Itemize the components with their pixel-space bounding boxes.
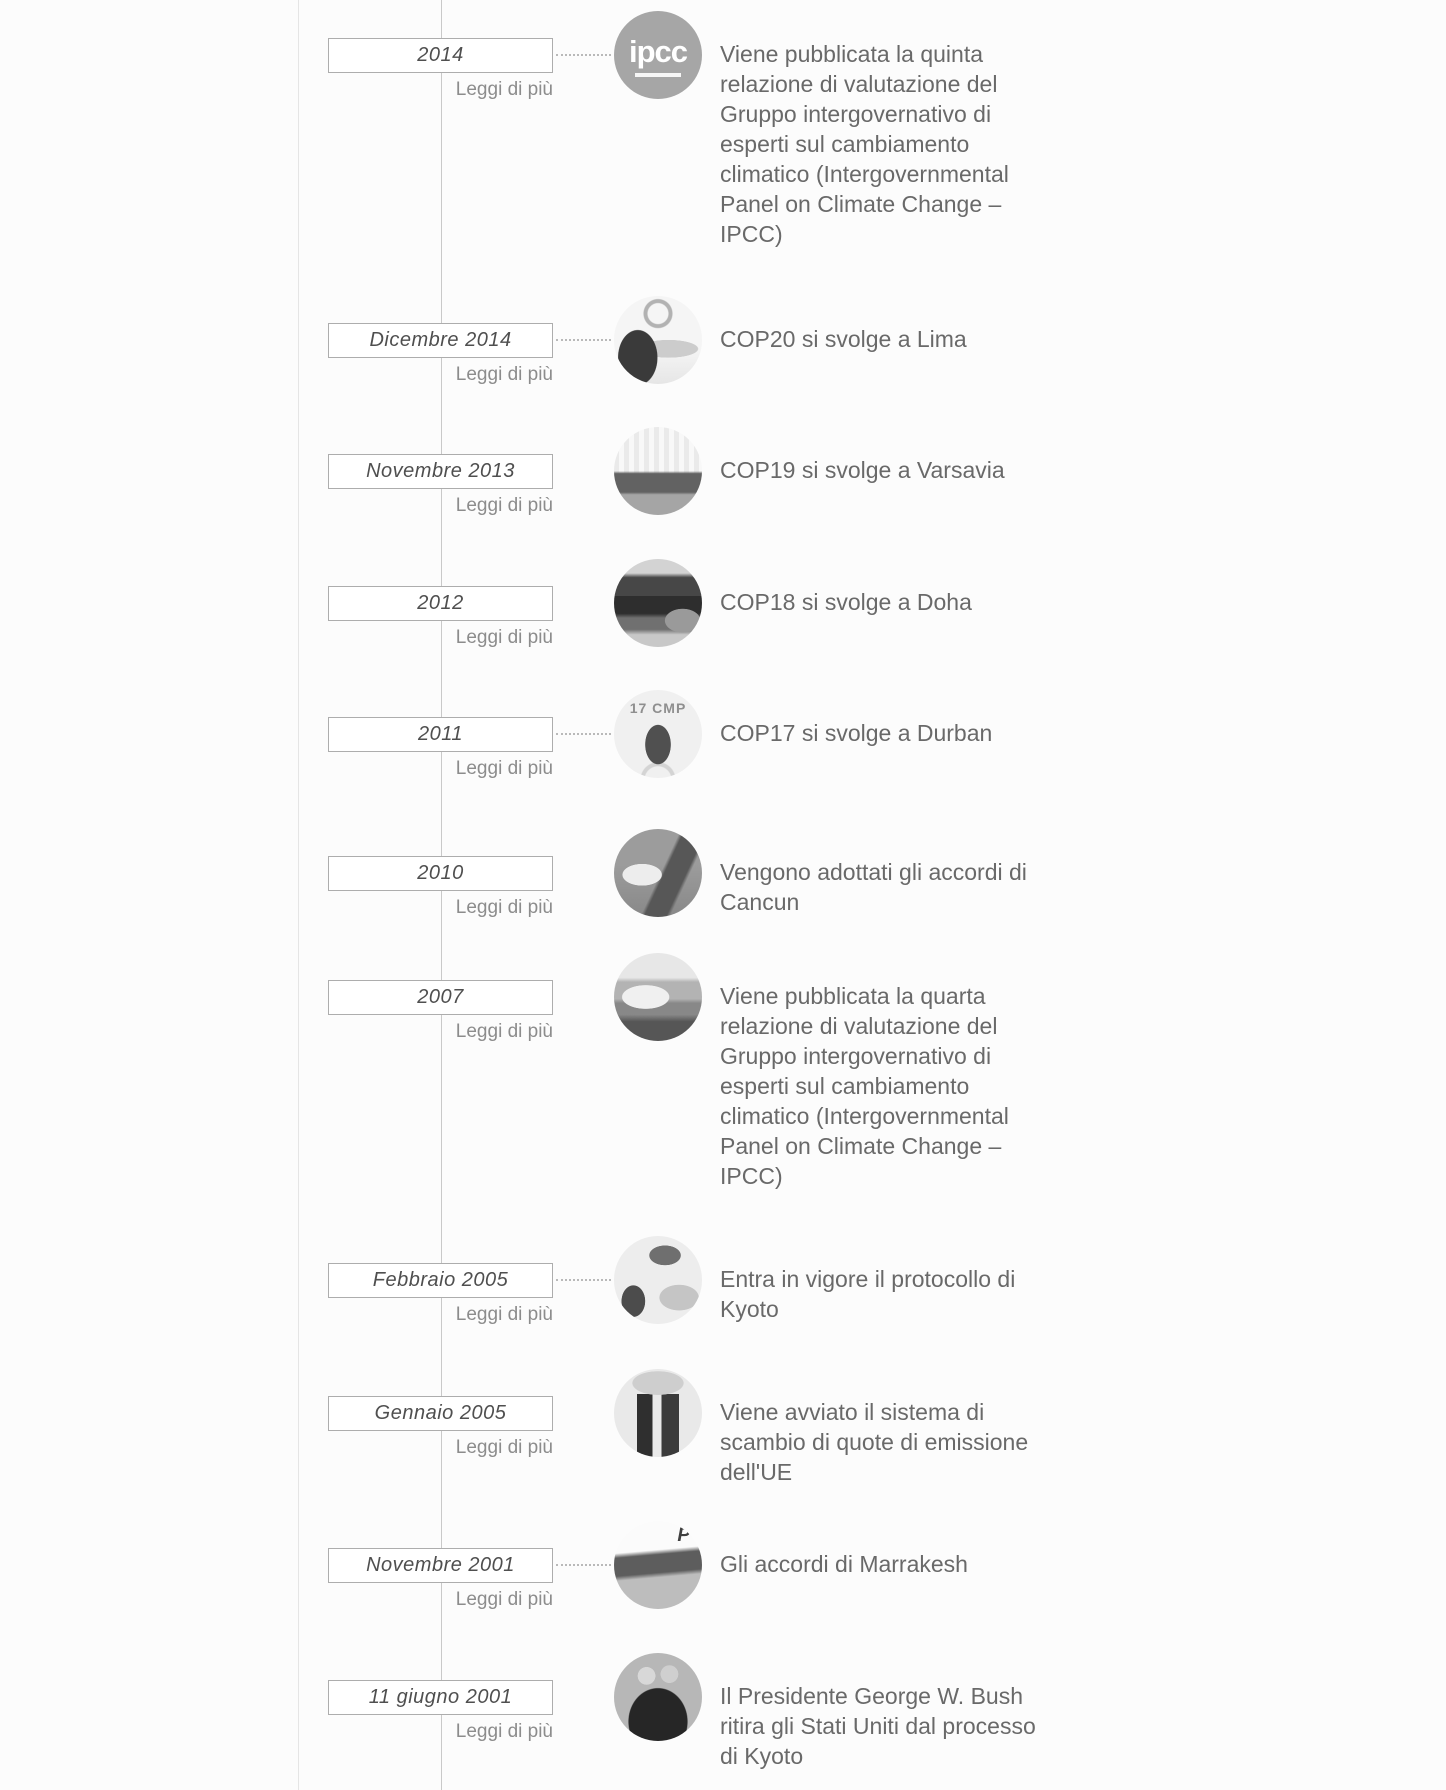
event-image [614, 427, 702, 515]
event-description: COP18 si svolge a Doha [720, 589, 972, 615]
event-date: Dicembre 2014 [369, 329, 512, 351]
read-more-link[interactable]: Leggi di più [455, 1721, 553, 1742]
event-description: Entra in vigore il protocollo di Kyoto [720, 1266, 1016, 1322]
event-date: 2010 [417, 862, 464, 884]
event-image-label: P [677, 1525, 690, 1546]
timeline-axis-line [441, 0, 442, 1790]
event-date: Novembre 2013 [366, 460, 515, 482]
event-description: COP17 si svolge a Durban [720, 720, 993, 746]
event-description: COP19 si svolge a Varsavia [720, 457, 1005, 483]
date-box: 2012 [328, 586, 553, 621]
event-description: Gli accordi di Marrakesh [720, 1551, 968, 1577]
event-date: 2012 [417, 592, 464, 614]
event-image: ipcc [614, 11, 702, 99]
event-image [614, 1236, 702, 1324]
event-image [614, 559, 702, 647]
event-image [614, 296, 702, 384]
event-description: Il Presidente George W. Bush ritira gli … [720, 1683, 1036, 1769]
event-image-label: 17 CMP [629, 700, 687, 716]
connector-dots-line [556, 1279, 611, 1281]
connector-dots-line [556, 339, 611, 341]
connector-dots-line [556, 1564, 611, 1566]
date-box: Febbraio 2005 [328, 1263, 553, 1298]
event-date: 2007 [417, 986, 464, 1008]
event-description: COP20 si svolge a Lima [720, 326, 967, 352]
date-box: Gennaio 2005 [328, 1396, 553, 1431]
event-description: Viene pubblicata la quinta relazione di … [720, 41, 1009, 247]
event-image: P [614, 1521, 702, 1609]
date-box: Novembre 2001 [328, 1548, 553, 1583]
event-date: Febbraio 2005 [372, 1269, 509, 1291]
event-date: 11 giugno 2001 [368, 1686, 513, 1708]
event-image [614, 953, 702, 1041]
event-date: Novembre 2001 [366, 1554, 515, 1576]
event-image [614, 1653, 702, 1741]
read-more-link[interactable]: Leggi di più [455, 897, 553, 918]
read-more-link[interactable]: Leggi di più [455, 79, 553, 100]
left-rule-divider [298, 0, 299, 1790]
date-box: 11 giugno 2001 [328, 1680, 553, 1715]
event-date: Gennaio 2005 [374, 1402, 507, 1424]
date-box: 2010 [328, 856, 553, 891]
read-more-link[interactable]: Leggi di più [455, 495, 553, 516]
event-description: Viene avviato il sistema di scambio di q… [720, 1399, 1029, 1485]
event-image [614, 829, 702, 917]
date-box: 2007 [328, 980, 553, 1015]
date-box: Dicembre 2014 [328, 323, 553, 358]
read-more-link[interactable]: Leggi di più [455, 627, 553, 648]
event-date: 2014 [417, 44, 464, 66]
read-more-link[interactable]: Leggi di più [455, 1021, 553, 1042]
read-more-link[interactable]: Leggi di più [455, 1437, 553, 1458]
date-box: 2011 [328, 717, 553, 752]
connector-dots-line [556, 733, 611, 735]
read-more-link[interactable]: Leggi di più [455, 758, 553, 779]
connector-dots-line [556, 54, 611, 56]
date-box: 2014 [328, 38, 553, 73]
event-image [614, 1369, 702, 1457]
event-description: Viene pubblicata la quarta relazione di … [720, 983, 1009, 1189]
event-date: 2011 [417, 723, 463, 745]
read-more-link[interactable]: Leggi di più [455, 364, 553, 385]
date-box: Novembre 2013 [328, 454, 553, 489]
read-more-link[interactable]: Leggi di più [455, 1304, 553, 1325]
event-image-label: ipcc [614, 11, 702, 99]
event-description: Vengono adottati gli accordi di Cancun [720, 859, 1027, 915]
read-more-link[interactable]: Leggi di più [455, 1589, 553, 1610]
event-image: 17 CMP [614, 690, 702, 778]
